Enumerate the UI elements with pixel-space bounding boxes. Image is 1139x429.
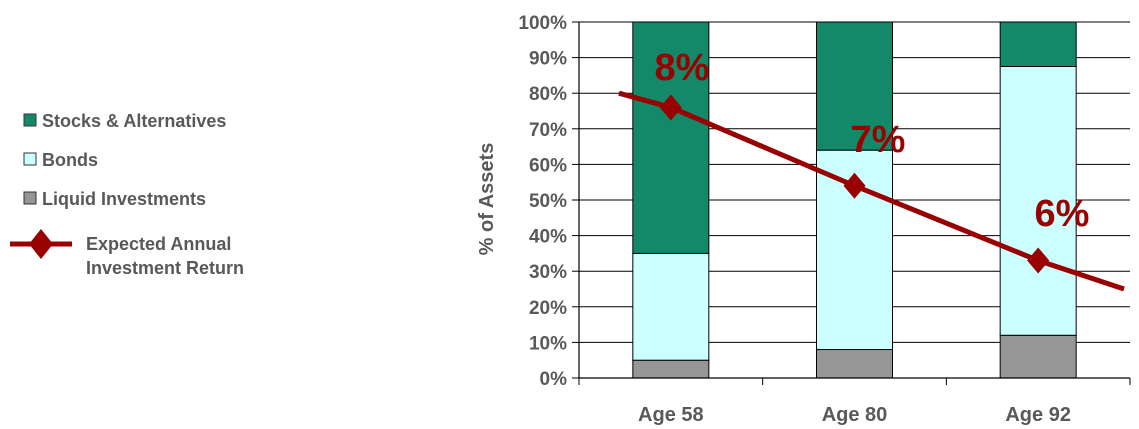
y-tick-label: 0% [540,369,568,390]
y-tick-label: 60% [529,155,567,176]
return-point-marker [659,94,682,121]
x-tick-label: Age 58 [638,404,704,426]
bar-segment [632,252,710,361]
legend-diamond-marker [29,229,53,259]
return-value-label: 7% [851,119,906,161]
y-tick-label: 80% [529,84,567,105]
legend-swatch-bonds [23,152,37,166]
return-point-marker [1027,247,1050,274]
legend: Stocks & Alternatives Bonds Liquid Inves… [10,111,244,278]
y-tick-label: 70% [529,120,567,141]
y-tick-label: 90% [529,49,567,70]
legend-label-bonds: Bonds [42,150,98,170]
return-point-marker [843,172,866,199]
legend-swatch-liquid [23,191,37,205]
x-tick-label: Age 80 [822,404,888,426]
y-tick-label: 20% [529,298,567,319]
legend-label-stocks: Stocks & Alternatives [42,111,226,131]
y-tick-label: 100% [518,13,567,34]
bar-segment [816,21,893,151]
legend-label-return-line1: Expected Annual [86,234,231,254]
bar-segment [632,21,710,254]
return-value-label: 8% [655,47,710,89]
bar-segment [816,349,893,379]
bar-segment [632,359,710,379]
y-axis-title: % of Assets [476,143,498,256]
y-tick-label: 10% [529,333,567,354]
return-value-label: 6% [1035,193,1090,235]
x-tick-label: Age 92 [1005,404,1071,426]
legend-label-return-line2: Investment Return [86,258,244,278]
bar-segment [999,21,1077,67]
y-tick-label: 30% [529,262,567,283]
plot-area: 0% 10% 20% 30% 40% 50% 60% 70% 80% 90% 100% Age 58 A… [518,13,1131,426]
bar-segment [999,334,1077,379]
y-tick-label: 50% [529,191,567,212]
legend-swatch-stocks [23,113,37,127]
y-tick-label: 40% [529,227,567,248]
legend-label-liquid: Liquid Investments [42,189,206,209]
